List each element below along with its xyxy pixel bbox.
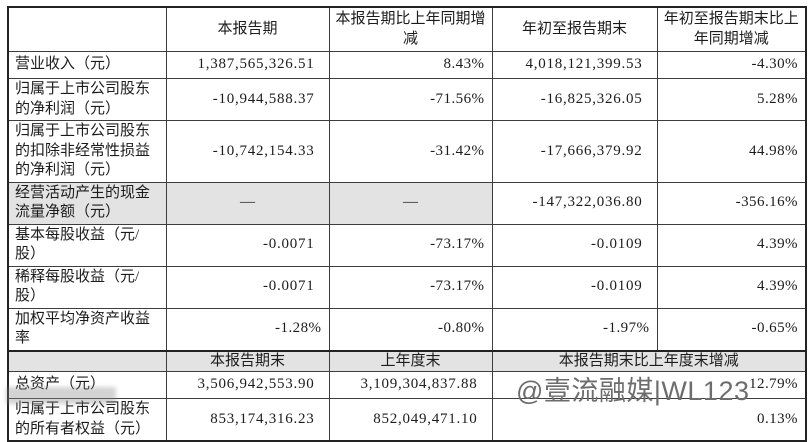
value-period: -0.0071	[165, 223, 330, 267]
value-period-yoy: -73.17%	[328, 223, 493, 267]
value-prev-year-end: 3,109,304,837.88	[328, 371, 493, 399]
row-label: 总资产（元）	[7, 371, 167, 399]
value-ytd-yoy: 4.39%	[656, 223, 807, 267]
value-ytd: -17,666,379.92	[491, 120, 658, 183]
row-label: 基本每股收益（元/股）	[7, 223, 167, 267]
header-corner	[7, 6, 167, 52]
value-period-end: 3,506,942,553.90	[165, 371, 330, 399]
value-period: -0.0071	[165, 265, 330, 309]
value-period-dash: —	[165, 181, 330, 225]
header-period-end: 本报告期末	[165, 349, 330, 372]
header-row-bottom: 本报告期末 上年度末 本报告期末比上年度末增减	[7, 349, 807, 372]
value-period: -10,944,588.37	[165, 78, 330, 121]
row-label: 经营活动产生的现金流量净额（元）	[7, 181, 167, 225]
value-period-yoy: -0.80%	[328, 307, 493, 351]
value-ytd-yoy: -0.65%	[656, 307, 807, 351]
value-period: -1.28%	[165, 307, 330, 351]
value-period: -10,742,154.33	[165, 120, 330, 183]
row-label: 归属于上市公司股东的净利润（元）	[7, 78, 167, 121]
row-label: 归属于上市公司股东的所有者权益（元）	[7, 398, 167, 442]
value-ytd: -0.0109	[491, 265, 658, 309]
value-ytd: -16,825,326.05	[491, 78, 658, 121]
table-row-total-assets: 总资产（元） 3,506,942,553.90 3,109,304,837.88…	[7, 371, 807, 399]
value-period-yoy-dash: —	[328, 181, 493, 225]
header-ytd-yoy-change: 年初至报告期末比上年同期增减	[656, 6, 807, 52]
value-period: 1,387,565,326.51	[165, 51, 330, 79]
value-change: 0.13%	[491, 398, 807, 442]
table-row-net-profit-excl-nonrecurring: 归属于上市公司股东的扣除非经常性损益的净利润（元） -10,742,154.33…	[7, 120, 807, 183]
value-ytd: 4,018,121,399.53	[491, 51, 658, 79]
value-ytd-yoy: 5.28%	[656, 78, 807, 121]
value-change: 12.79%	[491, 371, 807, 399]
header-prev-year-end: 上年度末	[328, 349, 493, 372]
value-ytd-yoy: 44.98%	[656, 120, 807, 183]
value-ytd: -147,322,036.80	[491, 181, 658, 225]
table-row-basic-eps: 基本每股收益（元/股） -0.0071 -73.17% -0.0109 4.39…	[7, 223, 807, 267]
header-current-period: 本报告期	[165, 6, 330, 52]
header-corner	[7, 349, 167, 372]
value-ytd: -0.0109	[491, 223, 658, 267]
table-row-operating-cash-flow: 经营活动产生的现金流量净额（元） — — -147,322,036.80 -35…	[7, 181, 807, 225]
table-row-diluted-eps: 稀释每股收益（元/股） -0.0071 -73.17% -0.0109 4.39…	[7, 265, 807, 309]
value-ytd: -1.97%	[491, 307, 658, 351]
value-period-yoy: -71.56%	[328, 78, 493, 121]
value-ytd-yoy: 4.39%	[656, 265, 807, 309]
row-label: 归属于上市公司股东的扣除非经常性损益的净利润（元）	[7, 120, 167, 183]
row-label: 稀释每股收益（元/股）	[7, 265, 167, 309]
results-table: 本报告期 本报告期比上年同期增减 年初至报告期末 年初至报告期末比上年同期增减 …	[7, 6, 807, 442]
header-row-top: 本报告期 本报告期比上年同期增减 年初至报告期末 年初至报告期末比上年同期增减	[7, 6, 807, 52]
header-ytd: 年初至报告期末	[491, 6, 658, 52]
table-row-revenue: 营业收入（元） 1,387,565,326.51 8.43% 4,018,121…	[7, 51, 807, 79]
value-period-yoy: 8.43%	[328, 51, 493, 79]
table-row-net-profit: 归属于上市公司股东的净利润（元） -10,944,588.37 -71.56% …	[7, 78, 807, 121]
table-row-shareholders-equity: 归属于上市公司股东的所有者权益（元） 853,174,316.23 852,04…	[7, 398, 807, 442]
value-period-yoy: -73.17%	[328, 265, 493, 309]
table-row-weighted-avg-roe: 加权平均净资产收益率 -1.28% -0.80% -1.97% -0.65%	[7, 307, 807, 351]
financial-summary-table: 本报告期 本报告期比上年同期增减 年初至报告期末 年初至报告期末比上年同期增减 …	[7, 6, 807, 442]
header-period-yoy-change: 本报告期比上年同期增减	[328, 6, 493, 52]
value-ytd-yoy: -356.16%	[656, 181, 807, 225]
value-period-yoy: -31.42%	[328, 120, 493, 183]
value-period-end: 853,174,316.23	[165, 398, 330, 442]
row-label: 营业收入（元）	[7, 51, 167, 79]
value-prev-year-end: 852,049,471.10	[328, 398, 493, 442]
header-period-end-change: 本报告期末比上年度末增减	[491, 349, 807, 372]
row-label: 加权平均净资产收益率	[7, 307, 167, 351]
value-ytd-yoy: -4.30%	[656, 51, 807, 79]
